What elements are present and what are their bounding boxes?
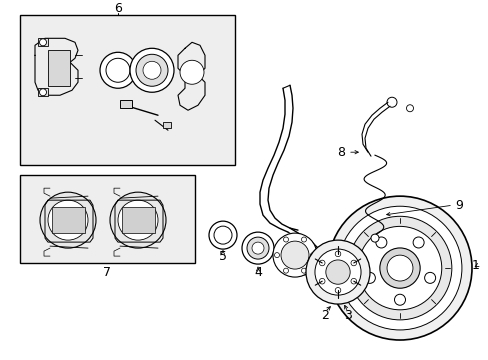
Bar	[122, 207, 155, 233]
Circle shape	[386, 255, 412, 281]
Bar	[52, 207, 85, 233]
Circle shape	[350, 278, 356, 284]
Bar	[163, 122, 171, 128]
Circle shape	[100, 52, 136, 88]
Circle shape	[242, 232, 273, 264]
Bar	[20, 15, 235, 165]
Text: 2: 2	[321, 309, 328, 321]
Text: 7: 7	[103, 266, 111, 279]
Circle shape	[40, 89, 46, 96]
Circle shape	[208, 221, 237, 249]
Circle shape	[379, 248, 419, 288]
Circle shape	[334, 251, 340, 257]
Circle shape	[246, 237, 268, 259]
Circle shape	[106, 58, 130, 82]
Circle shape	[58, 210, 78, 230]
Bar	[20, 175, 195, 263]
Circle shape	[305, 240, 369, 304]
Text: 4: 4	[254, 266, 262, 279]
Circle shape	[386, 97, 396, 107]
Circle shape	[130, 48, 174, 92]
Circle shape	[406, 105, 413, 112]
Circle shape	[334, 288, 340, 293]
Bar	[38, 38, 48, 46]
Text: 6: 6	[114, 2, 122, 15]
Circle shape	[40, 39, 46, 46]
Bar	[120, 100, 132, 108]
Text: 8: 8	[336, 146, 345, 159]
Circle shape	[412, 237, 423, 248]
Circle shape	[319, 278, 325, 284]
Circle shape	[283, 237, 288, 242]
Circle shape	[301, 237, 306, 242]
Circle shape	[364, 273, 375, 283]
Circle shape	[281, 241, 308, 269]
Circle shape	[118, 200, 158, 240]
Circle shape	[136, 54, 168, 86]
Circle shape	[283, 268, 288, 273]
Circle shape	[358, 226, 441, 310]
Text: 9: 9	[454, 199, 462, 212]
Text: 3: 3	[344, 309, 351, 321]
Circle shape	[180, 60, 203, 84]
Bar	[48, 50, 70, 86]
Text: 1: 1	[471, 258, 479, 271]
Circle shape	[327, 196, 471, 340]
Circle shape	[128, 210, 148, 230]
Circle shape	[337, 206, 461, 330]
Circle shape	[214, 226, 231, 244]
Circle shape	[319, 260, 325, 266]
Circle shape	[375, 237, 386, 248]
Text: 5: 5	[219, 249, 226, 262]
Circle shape	[251, 242, 264, 254]
Circle shape	[272, 233, 316, 277]
Circle shape	[350, 260, 356, 266]
Circle shape	[48, 200, 88, 240]
Circle shape	[424, 273, 435, 283]
Circle shape	[347, 216, 451, 320]
Circle shape	[310, 253, 315, 258]
Circle shape	[142, 61, 161, 79]
Circle shape	[325, 260, 349, 284]
Circle shape	[110, 192, 165, 248]
Circle shape	[370, 234, 378, 242]
Bar	[38, 88, 48, 96]
Circle shape	[314, 249, 360, 295]
Circle shape	[40, 192, 96, 248]
Circle shape	[301, 268, 306, 273]
Circle shape	[394, 294, 405, 305]
Circle shape	[274, 253, 279, 258]
